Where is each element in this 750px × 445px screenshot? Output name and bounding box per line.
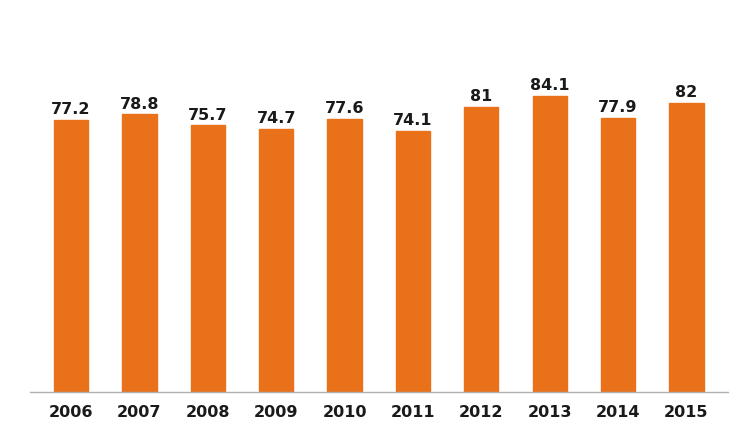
Bar xyxy=(54,120,88,392)
Bar xyxy=(328,119,362,392)
Bar xyxy=(396,131,430,392)
Bar xyxy=(669,103,704,392)
Text: 77.6: 77.6 xyxy=(325,101,364,116)
Bar xyxy=(601,117,635,392)
Text: 74.7: 74.7 xyxy=(256,111,296,126)
Text: 77.2: 77.2 xyxy=(51,102,91,117)
Text: 84.1: 84.1 xyxy=(530,78,569,93)
Text: 82: 82 xyxy=(675,85,698,100)
Bar xyxy=(259,129,293,392)
Text: 77.9: 77.9 xyxy=(598,100,638,115)
Bar xyxy=(190,125,225,392)
Text: 74.1: 74.1 xyxy=(393,113,433,128)
Text: 81: 81 xyxy=(470,89,493,104)
Text: 78.8: 78.8 xyxy=(120,97,159,112)
Bar xyxy=(532,96,567,392)
Text: 75.7: 75.7 xyxy=(188,108,227,122)
Bar xyxy=(464,107,499,392)
Bar xyxy=(122,114,157,392)
